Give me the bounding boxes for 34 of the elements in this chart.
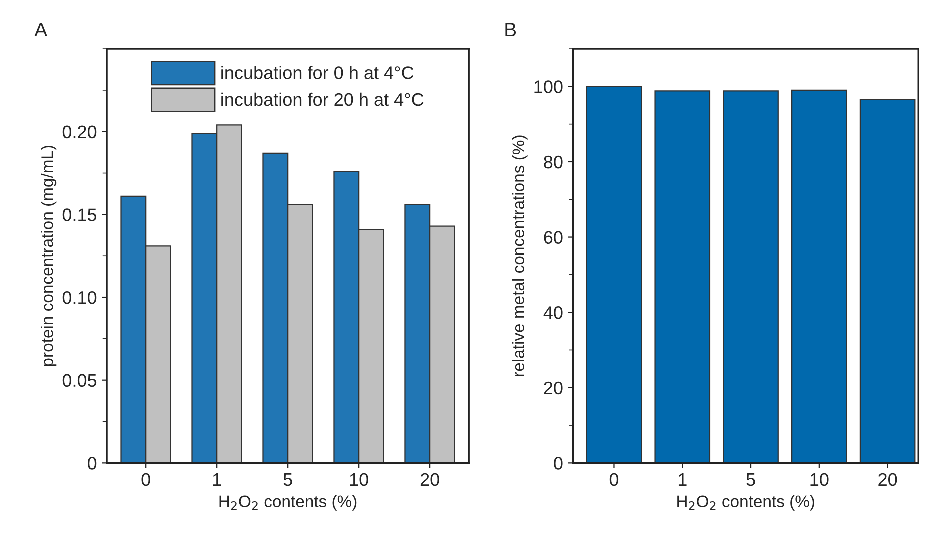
bar — [654, 90, 711, 464]
x-tick-label: 5 — [746, 474, 756, 486]
y-tick-label: 0.15 — [62, 208, 97, 222]
y-axis-title: protein concentration (mg/mL) — [41, 146, 57, 366]
x-tick-label: 1 — [678, 474, 687, 486]
bar — [792, 90, 848, 464]
y-tick-label: 0.10 — [62, 291, 97, 304]
y-tick-label: 40 — [544, 306, 563, 320]
x-tick-label: 10 — [350, 473, 368, 486]
x-tick-label: 20 — [420, 473, 440, 486]
y-axis-title: relative metal concentrations (%) — [512, 136, 528, 376]
x-tick-label: 0 — [610, 473, 619, 486]
y-tick-label: 20 — [544, 382, 563, 395]
x-tick-label: 10 — [810, 473, 829, 486]
y-tick-label: 0.20 — [62, 126, 97, 139]
x-tick-label: 20 — [878, 473, 898, 486]
x-tick-label: 5 — [284, 474, 292, 486]
chart-title: B — [506, 23, 516, 37]
y-tick-label: 80 — [544, 156, 563, 169]
y-tick-label: 0 — [554, 457, 563, 470]
legend-label: incubation for 0 h at 4°C — [222, 66, 414, 80]
bar — [723, 90, 779, 464]
y-tick-label: 0.05 — [62, 374, 97, 388]
y-tick-label: 100 — [534, 80, 563, 94]
x-tick-label: 0 — [142, 473, 150, 486]
y-tick-label: 60 — [544, 231, 563, 244]
bar — [860, 99, 916, 464]
bar — [586, 86, 642, 464]
x-axis-title: H$_{2}$O$_{2}$ contents (%) — [678, 495, 814, 511]
legend-label: incubation for 20 h at 4°C — [222, 92, 424, 106]
x-tick-label: 1 — [213, 474, 222, 486]
chart-title: A — [34, 23, 48, 37]
x-axis-title: H$_{2}$O$_{2}$ contents (%) — [220, 495, 357, 511]
y-tick-label: 0 — [88, 457, 97, 470]
